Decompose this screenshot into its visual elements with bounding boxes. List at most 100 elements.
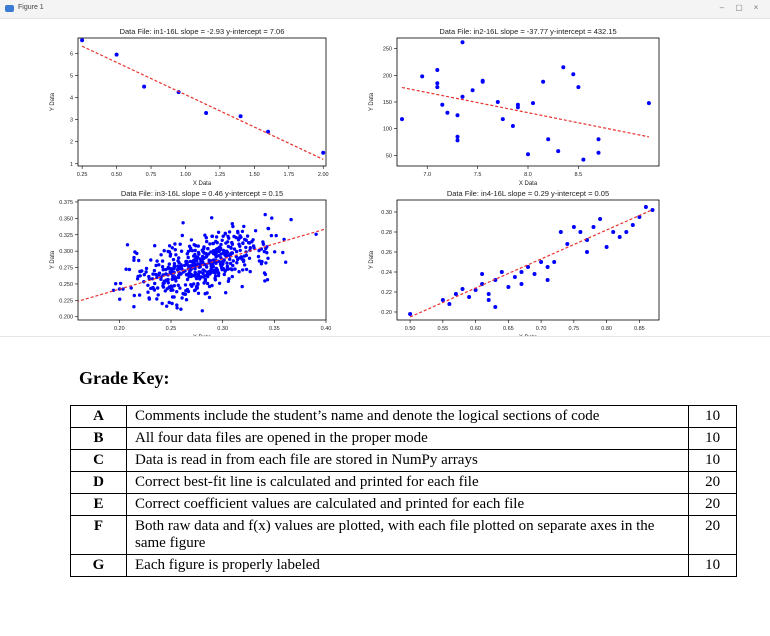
data-point xyxy=(151,272,155,276)
data-point xyxy=(80,38,85,43)
data-point xyxy=(147,274,151,279)
data-point xyxy=(460,94,465,99)
maximize-button[interactable]: ▢ xyxy=(735,3,743,12)
data-point xyxy=(210,234,214,238)
data-point xyxy=(209,264,213,268)
data-point xyxy=(230,222,234,226)
data-point xyxy=(193,248,197,253)
data-point xyxy=(185,261,189,265)
data-point xyxy=(235,261,239,265)
data-point xyxy=(531,101,535,106)
grade-letter: G xyxy=(70,554,127,577)
data-point xyxy=(435,85,440,90)
data-point xyxy=(232,234,236,239)
data-point xyxy=(155,297,159,301)
data-point xyxy=(213,253,218,257)
data-point xyxy=(233,267,237,271)
data-point xyxy=(179,272,183,276)
grade-letter: B xyxy=(70,427,127,450)
plot-1: Data File: in1-16L slope = -2.93 y-inter… xyxy=(50,27,329,187)
data-point xyxy=(171,257,176,262)
x-tick-label: 0.75 xyxy=(568,326,579,332)
data-point xyxy=(193,258,197,262)
grade-letter: D xyxy=(70,471,127,494)
x-tick-label: 0.65 xyxy=(503,326,514,332)
data-point xyxy=(556,149,561,154)
close-button[interactable]: × xyxy=(753,3,759,12)
y-axis-label: Y Data xyxy=(50,250,56,269)
data-point xyxy=(147,296,151,300)
minimize-button[interactable]: – xyxy=(719,3,725,12)
data-point xyxy=(202,269,206,273)
data-point xyxy=(180,233,184,238)
data-point xyxy=(341,217,344,220)
data-point xyxy=(251,244,256,248)
data-point xyxy=(118,281,123,286)
data-point xyxy=(165,304,169,308)
data-point xyxy=(240,284,244,289)
data-point xyxy=(435,68,440,72)
plot-4: Data File: in4-16L slope = 0.29 y-interc… xyxy=(369,189,660,336)
data-point xyxy=(314,232,318,236)
grade-row: C Data is read in from each file are stor… xyxy=(70,449,737,472)
fit-line xyxy=(409,209,653,318)
data-point xyxy=(196,255,200,259)
data-point xyxy=(253,229,258,233)
data-point xyxy=(493,305,498,309)
data-point xyxy=(206,252,211,256)
data-point xyxy=(198,270,203,274)
grade-description: Each figure is properly labeled xyxy=(125,554,690,577)
grade-letter: E xyxy=(70,493,127,516)
data-point xyxy=(231,263,235,268)
window-titlebar: Figure 1 – ▢ × xyxy=(0,0,770,19)
grade-points: 10 xyxy=(688,427,737,450)
data-point xyxy=(284,260,288,264)
data-point xyxy=(213,250,217,254)
data-point xyxy=(205,239,209,244)
data-point xyxy=(213,278,218,282)
x-tick-label: 0.25 xyxy=(166,326,177,332)
y-axis-label: Y Data xyxy=(50,92,56,111)
data-point xyxy=(219,252,223,256)
data-point xyxy=(209,250,213,254)
data-point xyxy=(167,244,172,248)
data-point xyxy=(220,238,224,242)
data-point xyxy=(591,225,596,229)
data-point xyxy=(273,250,277,254)
x-tick-label: 0.85 xyxy=(634,326,645,332)
y-tick-label: 0.24 xyxy=(381,270,392,276)
data-point xyxy=(228,257,232,261)
x-axis-label: X Data xyxy=(519,181,538,187)
data-point xyxy=(223,231,227,235)
data-point xyxy=(183,283,188,287)
data-point xyxy=(222,272,226,277)
data-point xyxy=(243,263,247,267)
data-point xyxy=(186,289,191,294)
data-point xyxy=(470,88,475,93)
grade-points: 20 xyxy=(688,471,737,494)
data-point xyxy=(546,137,551,142)
data-point xyxy=(156,286,160,290)
data-point xyxy=(519,282,524,286)
data-point xyxy=(194,285,199,289)
data-point xyxy=(144,266,149,271)
data-point xyxy=(274,233,278,238)
data-point xyxy=(181,291,185,296)
data-point xyxy=(630,223,635,227)
data-point xyxy=(161,268,165,272)
data-point xyxy=(196,244,200,248)
data-point xyxy=(225,264,230,268)
y-tick-label: 0.250 xyxy=(59,282,73,288)
data-point xyxy=(144,270,148,274)
data-point xyxy=(193,252,197,257)
data-point xyxy=(598,217,603,221)
data-point xyxy=(164,272,168,276)
data-point xyxy=(226,240,230,244)
y-tick-label: 4 xyxy=(70,96,73,102)
grade-row: D Correct best-fit line is calculated and… xyxy=(70,471,737,494)
data-point xyxy=(132,293,136,298)
data-point xyxy=(617,235,622,239)
data-point xyxy=(221,234,225,238)
data-point xyxy=(149,258,153,262)
grade-description: All four data files are opened in the pr… xyxy=(125,427,690,450)
